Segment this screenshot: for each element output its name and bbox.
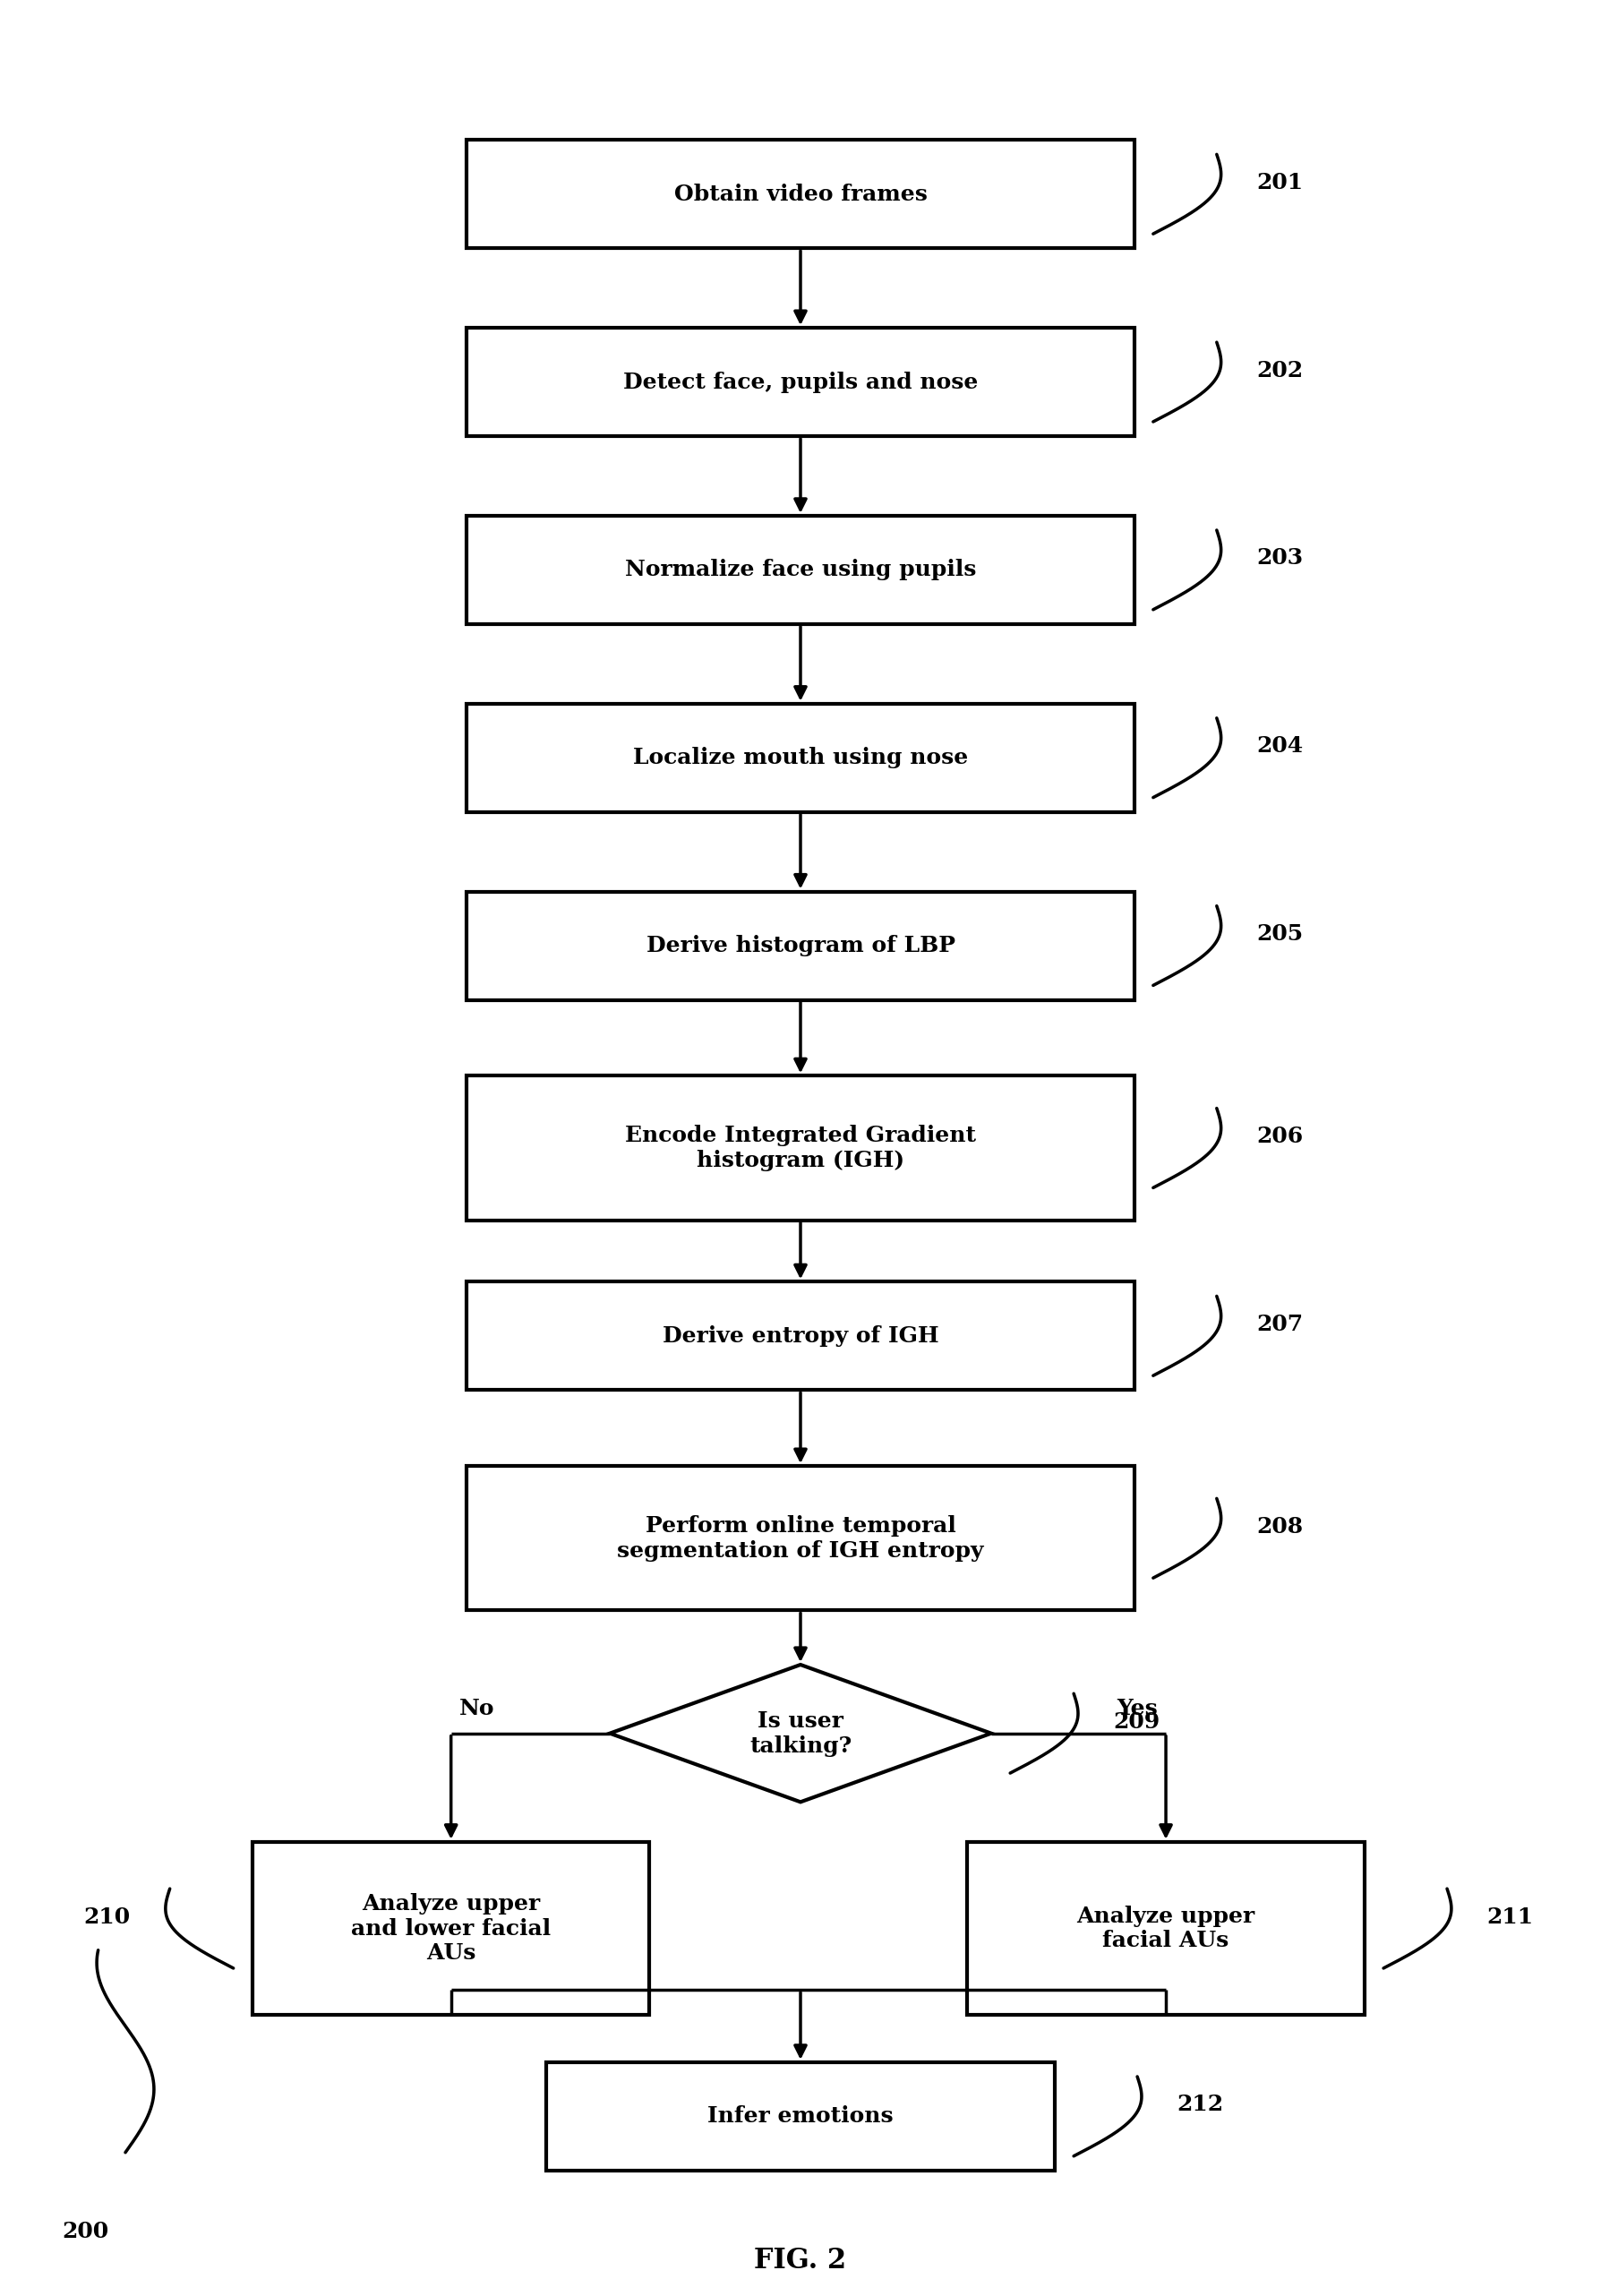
- Text: Infer emotions: Infer emotions: [708, 2105, 893, 2126]
- Text: 207: 207: [1257, 1313, 1303, 1334]
- Text: Yes: Yes: [1117, 1697, 1158, 1720]
- Text: Perform online temporal
segmentation of IGH entropy: Perform online temporal segmentation of …: [616, 1515, 985, 1561]
- Text: 202: 202: [1257, 360, 1303, 381]
- Text: Obtain video frames: Obtain video frames: [674, 184, 927, 204]
- Text: Encode Integrated Gradient
histogram (IGH): Encode Integrated Gradient histogram (IG…: [624, 1125, 977, 1171]
- FancyBboxPatch shape: [467, 140, 1134, 248]
- Text: Detect face, pupils and nose: Detect face, pupils and nose: [623, 372, 978, 393]
- Text: Localize mouth using nose: Localize mouth using nose: [632, 746, 969, 769]
- FancyBboxPatch shape: [467, 703, 1134, 813]
- FancyBboxPatch shape: [253, 1841, 650, 2016]
- Text: 208: 208: [1257, 1515, 1303, 1538]
- Text: Derive entropy of IGH: Derive entropy of IGH: [663, 1325, 938, 1348]
- Text: 203: 203: [1257, 546, 1303, 569]
- Text: 200: 200: [62, 2220, 109, 2243]
- FancyBboxPatch shape: [467, 517, 1134, 625]
- FancyBboxPatch shape: [467, 328, 1134, 436]
- Text: 206: 206: [1257, 1125, 1303, 1148]
- Text: Derive histogram of LBP: Derive histogram of LBP: [647, 934, 954, 957]
- Polygon shape: [610, 1665, 991, 1802]
- Text: 204: 204: [1257, 735, 1303, 758]
- Text: 201: 201: [1257, 172, 1303, 193]
- Text: Analyze upper
and lower facial
AUs: Analyze upper and lower facial AUs: [351, 1892, 551, 1963]
- FancyBboxPatch shape: [467, 1077, 1134, 1219]
- Text: 211: 211: [1487, 1906, 1534, 1929]
- Text: Is user
talking?: Is user talking?: [749, 1711, 852, 1756]
- FancyBboxPatch shape: [467, 891, 1134, 999]
- Text: 209: 209: [1113, 1711, 1161, 1733]
- Text: 212: 212: [1177, 2094, 1223, 2115]
- Text: No: No: [459, 1697, 495, 1720]
- Text: FIG. 2: FIG. 2: [754, 2248, 847, 2275]
- FancyBboxPatch shape: [467, 1281, 1134, 1389]
- Text: Normalize face using pupils: Normalize face using pupils: [624, 560, 977, 581]
- Text: 205: 205: [1257, 923, 1303, 946]
- FancyBboxPatch shape: [967, 1841, 1364, 2016]
- Text: Analyze upper
facial AUs: Analyze upper facial AUs: [1077, 1906, 1255, 1952]
- FancyBboxPatch shape: [546, 2062, 1055, 2170]
- FancyBboxPatch shape: [467, 1465, 1134, 1609]
- Text: 210: 210: [83, 1906, 130, 1929]
